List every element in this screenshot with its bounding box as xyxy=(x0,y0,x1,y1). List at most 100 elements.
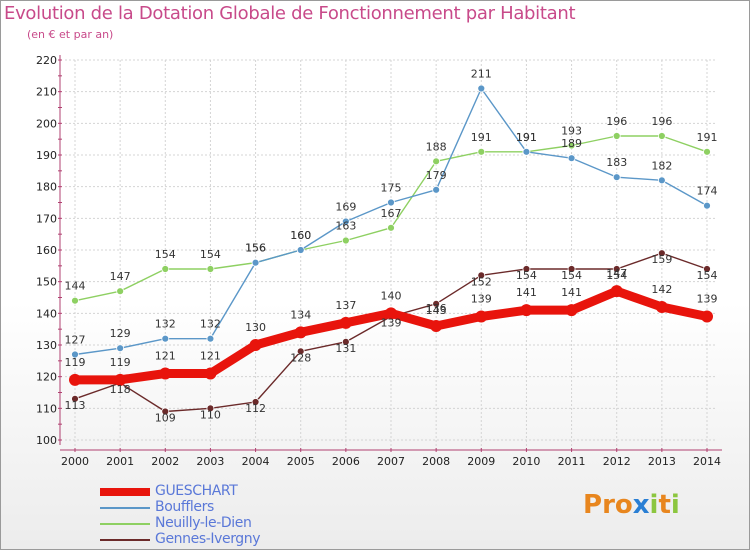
legend-item-neuilly-le-dien[interactable]: Neuilly-le-Dien xyxy=(100,515,300,532)
y-tick-label: 130 xyxy=(36,339,57,352)
data-point-gueschart[interactable] xyxy=(385,307,397,320)
data-point-boufflers[interactable] xyxy=(71,350,79,359)
data-label-neuilly-le-dien: 154 xyxy=(200,248,221,261)
data-label-gueschart: 121 xyxy=(200,350,221,363)
data-label-gennes-ivergny: 110 xyxy=(200,408,221,421)
data-label-gennes-ivergny: 154 xyxy=(516,269,537,282)
data-label-neuilly-le-dien: 191 xyxy=(697,131,718,144)
data-label-boufflers: 175 xyxy=(381,182,402,195)
data-label-gueschart: 139 xyxy=(471,293,492,306)
data-point-gueschart[interactable] xyxy=(475,310,488,323)
data-point-gennes-ivergny[interactable] xyxy=(296,347,305,356)
logo-letter: r xyxy=(602,490,615,520)
data-point-neuilly-le-dien[interactable] xyxy=(477,147,486,156)
data-point-gueschart[interactable] xyxy=(655,301,668,313)
data-point-gennes-ivergny[interactable] xyxy=(477,271,486,280)
data-point-boufflers[interactable] xyxy=(703,201,711,210)
x-tick-label: 2000 xyxy=(61,455,89,468)
legend-swatch-boufflers xyxy=(100,507,150,509)
data-label-gueschart: 141 xyxy=(561,286,582,299)
data-label-boufflers: 132 xyxy=(155,318,176,331)
data-point-gennes-ivergny[interactable] xyxy=(206,404,215,413)
data-point-gueschart[interactable] xyxy=(610,285,623,298)
data-point-neuilly-le-dien[interactable] xyxy=(387,223,395,232)
data-label-gennes-ivergny: 112 xyxy=(245,402,266,415)
data-point-boufflers[interactable] xyxy=(387,198,395,207)
data-label-boufflers: 156 xyxy=(245,242,266,255)
data-point-boufflers[interactable] xyxy=(296,246,305,254)
data-point-gennes-ivergny[interactable] xyxy=(71,394,79,403)
logo-letter: i xyxy=(670,490,680,520)
y-tick-label: 120 xyxy=(36,371,57,384)
data-point-gueschart[interactable] xyxy=(339,316,352,329)
legend-label-gennes-ivergny: Gennes-Ivergny xyxy=(155,531,261,547)
data-point-boufflers[interactable] xyxy=(161,334,170,343)
data-point-boufflers[interactable] xyxy=(522,147,531,156)
data-point-neuilly-le-dien[interactable] xyxy=(612,132,621,140)
data-label-boufflers: 129 xyxy=(110,327,131,340)
data-point-gueschart[interactable] xyxy=(294,326,307,339)
data-point-gueschart[interactable] xyxy=(701,310,713,323)
data-label-gennes-ivergny: 154 xyxy=(606,269,627,282)
data-point-boufflers[interactable] xyxy=(341,217,350,226)
data-label-neuilly-le-dien: 196 xyxy=(651,115,672,128)
data-point-gueschart[interactable] xyxy=(114,373,127,386)
data-point-neuilly-le-dien[interactable] xyxy=(341,236,350,245)
data-point-boufflers[interactable] xyxy=(251,258,260,267)
data-label-gueschart: 140 xyxy=(381,289,402,302)
x-tick-label: 2007 xyxy=(377,455,405,468)
data-point-neuilly-le-dien[interactable] xyxy=(116,287,125,296)
data-point-gennes-ivergny[interactable] xyxy=(567,265,576,273)
data-point-neuilly-le-dien[interactable] xyxy=(432,157,441,166)
y-tick-label: 220 xyxy=(36,54,57,67)
legend-item-gennes-ivergny[interactable]: Gennes-Ivergny xyxy=(100,531,300,548)
data-point-neuilly-le-dien[interactable] xyxy=(71,296,79,305)
data-label-boufflers: 127 xyxy=(65,334,86,347)
data-point-neuilly-le-dien[interactable] xyxy=(703,147,711,156)
data-label-gueschart: 137 xyxy=(335,299,356,312)
data-label-gennes-ivergny: 143 xyxy=(426,304,447,317)
data-point-gennes-ivergny[interactable] xyxy=(703,265,711,273)
data-point-gennes-ivergny[interactable] xyxy=(522,265,531,273)
data-point-neuilly-le-dien[interactable] xyxy=(657,132,666,140)
data-point-gennes-ivergny[interactable] xyxy=(251,398,260,406)
data-point-gueschart[interactable] xyxy=(565,304,578,317)
x-tick-label: 2010 xyxy=(512,455,540,468)
data-label-gennes-ivergny: 154 xyxy=(697,269,718,282)
data-point-boufflers[interactable] xyxy=(432,185,441,194)
data-point-neuilly-le-dien[interactable] xyxy=(161,265,170,273)
data-point-gueschart[interactable] xyxy=(520,304,533,317)
data-point-neuilly-le-dien[interactable] xyxy=(206,265,215,273)
y-tick-label: 190 xyxy=(36,149,57,162)
data-point-neuilly-le-dien[interactable] xyxy=(567,141,576,150)
data-point-boufflers[interactable] xyxy=(657,176,666,185)
data-point-boufflers[interactable] xyxy=(116,344,125,353)
series-lines xyxy=(69,84,713,416)
legend-item-gueschart[interactable]: GUESCHART xyxy=(100,483,300,500)
y-tick-label: 110 xyxy=(36,402,57,415)
data-point-boufflers[interactable] xyxy=(477,84,486,93)
data-point-gueschart[interactable] xyxy=(159,367,172,380)
data-point-gennes-ivergny[interactable] xyxy=(612,265,621,273)
x-tick-label: 2008 xyxy=(422,455,450,468)
data-label-gennes-ivergny: 131 xyxy=(335,342,356,355)
data-point-gennes-ivergny[interactable] xyxy=(432,299,441,308)
data-point-boufflers[interactable] xyxy=(612,173,621,182)
x-tick-label: 2002 xyxy=(151,455,179,468)
legend-item-boufflers[interactable]: Boufflers xyxy=(100,499,300,516)
data-point-gueschart[interactable] xyxy=(430,320,443,332)
data-label-gueschart: 139 xyxy=(697,293,718,306)
data-label-neuilly-le-dien: 147 xyxy=(110,270,131,283)
data-point-boufflers[interactable] xyxy=(206,334,215,343)
data-label-gueschart: 130 xyxy=(245,321,266,334)
legend-label-neuilly-le-dien: Neuilly-le-Dien xyxy=(155,515,252,531)
data-point-gennes-ivergny[interactable] xyxy=(161,407,170,416)
data-point-gennes-ivergny[interactable] xyxy=(341,337,350,346)
data-point-gueschart[interactable] xyxy=(69,373,81,386)
data-label-gueschart: 142 xyxy=(651,283,672,296)
data-point-gueschart[interactable] xyxy=(249,339,262,351)
y-tick-label: 100 xyxy=(36,434,57,447)
data-point-gueschart[interactable] xyxy=(204,367,217,380)
data-point-gennes-ivergny[interactable] xyxy=(657,249,666,258)
data-point-boufflers[interactable] xyxy=(567,154,576,163)
